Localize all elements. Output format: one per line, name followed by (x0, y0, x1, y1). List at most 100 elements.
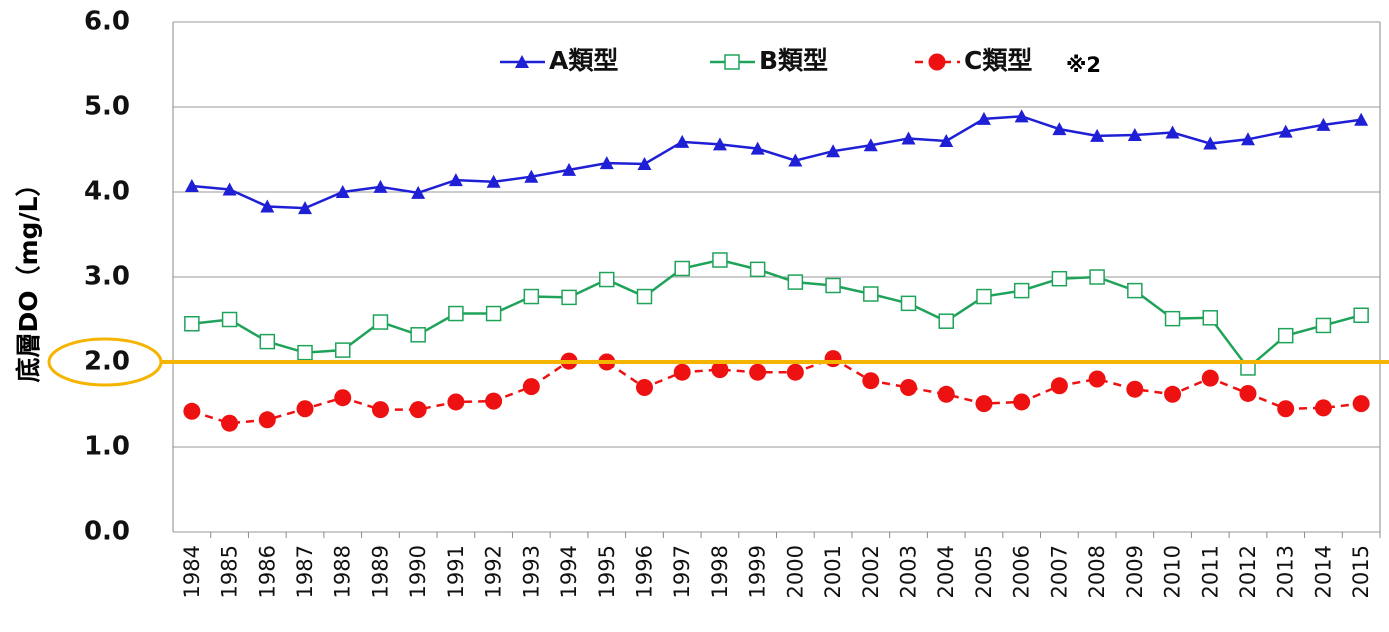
x-tick-label: 1991 (444, 545, 468, 598)
y-tick-label: 3.0 (84, 262, 130, 292)
x-tick-label: 2009 (1123, 545, 1147, 598)
marker (1127, 282, 1143, 299)
legend-label: A類型 (549, 46, 618, 75)
marker (636, 288, 653, 305)
x-tick-label: 1984 (180, 545, 204, 598)
x-tick-label: 2014 (1311, 545, 1335, 598)
marker (448, 305, 464, 322)
marker (334, 342, 351, 358)
x-tick-label: 2013 (1274, 545, 1298, 598)
marker (221, 414, 239, 432)
x-tick-label: 2012 (1236, 545, 1260, 598)
y-tick-label: 6.0 (84, 7, 130, 37)
marker (1050, 377, 1068, 395)
x-tick-label: 2005 (972, 545, 996, 598)
marker (1239, 384, 1257, 402)
marker (749, 363, 767, 381)
annotation: ※2 (1066, 53, 1101, 77)
marker (788, 153, 803, 167)
marker (599, 156, 614, 170)
x-tick-label: 1998 (708, 545, 732, 598)
marker (1089, 269, 1105, 285)
marker (1316, 117, 1331, 131)
marker (826, 144, 841, 158)
marker (524, 169, 539, 183)
x-tick-label: 1985 (218, 545, 242, 598)
marker (1090, 128, 1105, 142)
marker (447, 393, 465, 411)
marker (373, 179, 388, 193)
marker (900, 295, 917, 312)
marker (184, 316, 200, 332)
marker (673, 363, 691, 381)
marker (724, 54, 740, 70)
x-tick-label: 2015 (1349, 545, 1373, 598)
x-tick-label: 2002 (859, 545, 883, 598)
marker (976, 111, 991, 125)
series (183, 350, 1370, 432)
marker (787, 274, 804, 290)
marker (1353, 307, 1369, 323)
marker (522, 378, 540, 396)
marker (863, 286, 879, 302)
y-tick-label: 4.0 (84, 177, 130, 207)
marker (1013, 393, 1031, 411)
marker (712, 137, 727, 151)
x-tick-label: 1997 (670, 545, 694, 598)
highlight-ellipse (47, 337, 163, 387)
series-line (191, 357, 1362, 425)
series-line (191, 115, 1362, 210)
marker (1277, 327, 1294, 344)
marker (1126, 380, 1144, 398)
marker (863, 138, 878, 152)
marker (562, 162, 577, 176)
x-tick-label: 2008 (1085, 545, 1109, 598)
marker (939, 134, 954, 147)
y-tick-label: 0.0 (84, 517, 130, 547)
marker (372, 314, 389, 330)
marker (409, 401, 427, 419)
marker (1240, 132, 1255, 146)
marker (1203, 136, 1218, 150)
x-tick-label: 1987 (293, 545, 317, 598)
marker (411, 185, 426, 199)
x-tick-label: 1999 (746, 545, 770, 598)
marker (1164, 385, 1182, 403)
marker (183, 402, 201, 420)
marker (486, 174, 501, 188)
marker (335, 185, 350, 198)
x-tick-label: 2000 (783, 545, 807, 598)
marker (1052, 122, 1067, 136)
x-tick-label: 2010 (1161, 545, 1185, 598)
marker (1088, 370, 1106, 388)
marker (711, 361, 729, 379)
marker (410, 327, 426, 343)
marker (712, 252, 728, 268)
marker (258, 411, 276, 429)
marker (976, 288, 992, 305)
marker (485, 305, 502, 322)
y-tick-label: 2.0 (84, 347, 130, 377)
x-tick-label: 1996 (632, 545, 656, 598)
x-tick-label: 2011 (1198, 545, 1222, 598)
x-tick-label: 1986 (255, 545, 279, 598)
marker (1352, 395, 1370, 413)
marker (901, 131, 916, 145)
marker (786, 363, 804, 381)
x-tick-label: 1989 (368, 545, 392, 598)
marker (928, 53, 946, 71)
marker (637, 156, 652, 170)
marker (675, 134, 690, 148)
marker (824, 350, 842, 368)
marker (1354, 112, 1369, 126)
marker (259, 333, 276, 350)
marker (296, 400, 314, 418)
marker (975, 395, 993, 413)
marker (750, 141, 765, 155)
x-tick-label: 1993 (519, 545, 543, 598)
marker (1013, 282, 1030, 299)
marker (1014, 109, 1029, 123)
marker (1202, 310, 1219, 326)
